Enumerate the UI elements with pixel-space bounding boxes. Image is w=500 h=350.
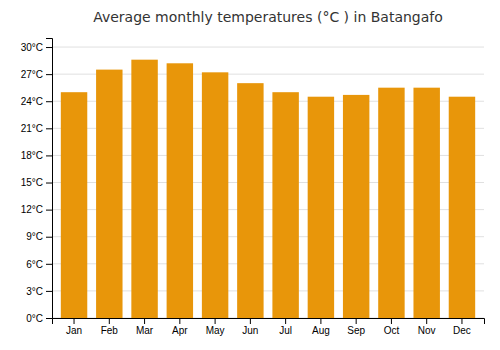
bar (202, 72, 228, 318)
x-tick: Jul (279, 318, 292, 336)
x-tick-label: Mar (136, 325, 154, 336)
y-tick: 21°C (21, 123, 52, 134)
y-tick-label: 30°C (21, 42, 43, 53)
y-tick-mark (46, 101, 52, 102)
y-tick-label: 9°C (26, 231, 43, 242)
bar (449, 97, 475, 318)
x-tick-mark (461, 318, 462, 324)
x-axis: Jan Feb Mar Apr May Jun Jul Aug Sep Oct Nov Dec (53, 318, 485, 336)
y-tick-mark (46, 155, 52, 156)
bar (61, 92, 87, 318)
bar (413, 88, 439, 318)
x-tick-mark (250, 318, 251, 324)
x-tick-label: Apr (172, 325, 188, 336)
x-tick: Sep (347, 318, 365, 336)
x-tick-label: Nov (418, 325, 436, 336)
y-tick-mark (46, 47, 52, 48)
x-tick-mark (144, 318, 145, 324)
x-tick-label: Jun (242, 325, 258, 336)
y-tick: 30°C (21, 42, 52, 53)
x-tick: May (206, 318, 225, 336)
y-tick-mark (46, 318, 52, 319)
x-tick-label: Sep (347, 325, 365, 336)
x-tick: Mar (136, 318, 154, 336)
x-tick-label: Jul (279, 325, 292, 336)
bars (61, 60, 475, 318)
bar (131, 60, 157, 318)
x-tick-mark (320, 318, 321, 324)
x-tick-label: May (206, 325, 225, 336)
bar (237, 83, 263, 318)
x-tick-label: Aug (312, 325, 330, 336)
bar (308, 97, 334, 318)
x-tick-mark (74, 318, 75, 324)
x-tick-mark (285, 318, 286, 324)
bar (167, 63, 193, 318)
x-tick: Aug (312, 318, 330, 336)
x-tick-mark (356, 318, 357, 324)
x-tick: Jan (66, 318, 82, 336)
x-tick-label: Dec (453, 325, 471, 336)
x-tick-label: Feb (101, 325, 119, 336)
y-tick-label: 24°C (21, 96, 43, 107)
y-tick-label: 27°C (21, 69, 43, 80)
x-tick-mark (109, 318, 110, 324)
y-tick-mark (46, 264, 52, 265)
chart: 0°C 3°C 6°C 9°C 12°C 15°C 18°C 21°C 24°C 27°C 30°C… (0, 0, 500, 350)
x-tick: Nov (418, 318, 436, 336)
x-tick-mark (426, 318, 427, 324)
y-tick-label: 15°C (21, 177, 43, 188)
y-tick: 18°C (21, 150, 52, 161)
x-tick: Jun (242, 318, 258, 336)
bar (378, 88, 404, 318)
bar (96, 70, 122, 318)
y-tick-label: 3°C (26, 286, 43, 297)
bar (272, 92, 298, 318)
x-tick: Dec (453, 318, 471, 336)
x-tick: Apr (172, 318, 188, 336)
y-tick-label: 6°C (26, 259, 43, 270)
grid (52, 47, 484, 318)
plot: 0°C 3°C 6°C 9°C 12°C 15°C 18°C 21°C 24°C 27°C 30°C… (21, 39, 485, 337)
y-tick-mark (46, 183, 52, 184)
y-tick-label: 0°C (26, 313, 43, 324)
title: Average monthly temperatures (°C ) in Ba… (93, 9, 443, 25)
y-tick-mark (46, 291, 52, 292)
x-tick-mark (179, 318, 180, 324)
y-tick-mark (46, 128, 52, 129)
grid-line (52, 47, 484, 48)
x-tick-label: Oct (384, 325, 400, 336)
y-tick: 3°C (26, 286, 52, 297)
x-tick: Oct (384, 318, 400, 336)
y-tick: 27°C (21, 69, 52, 80)
x-tick: Feb (101, 318, 119, 336)
x-tick-label: Jan (66, 325, 82, 336)
y-tick: 6°C (26, 259, 52, 270)
x-tick-mark (391, 318, 392, 324)
y-tick-label: 18°C (21, 150, 43, 161)
y-tick: 0°C (26, 313, 52, 324)
y-tick: 12°C (21, 204, 52, 215)
bar (343, 95, 369, 318)
y-tick-label: 21°C (21, 123, 43, 134)
y-axis: 0°C 3°C 6°C 9°C 12°C 15°C 18°C 21°C 24°C 27°C 30°C (21, 39, 53, 324)
y-axis-line (46, 39, 53, 319)
y-tick-mark (46, 237, 52, 238)
y-tick: 24°C (21, 96, 52, 107)
y-tick: 15°C (21, 177, 52, 188)
y-tick-mark (46, 210, 52, 211)
y-tick: 9°C (26, 231, 52, 242)
y-tick-label: 12°C (21, 204, 43, 215)
x-axis-line (53, 319, 485, 325)
x-tick-mark (215, 318, 216, 324)
y-tick-mark (46, 74, 52, 75)
